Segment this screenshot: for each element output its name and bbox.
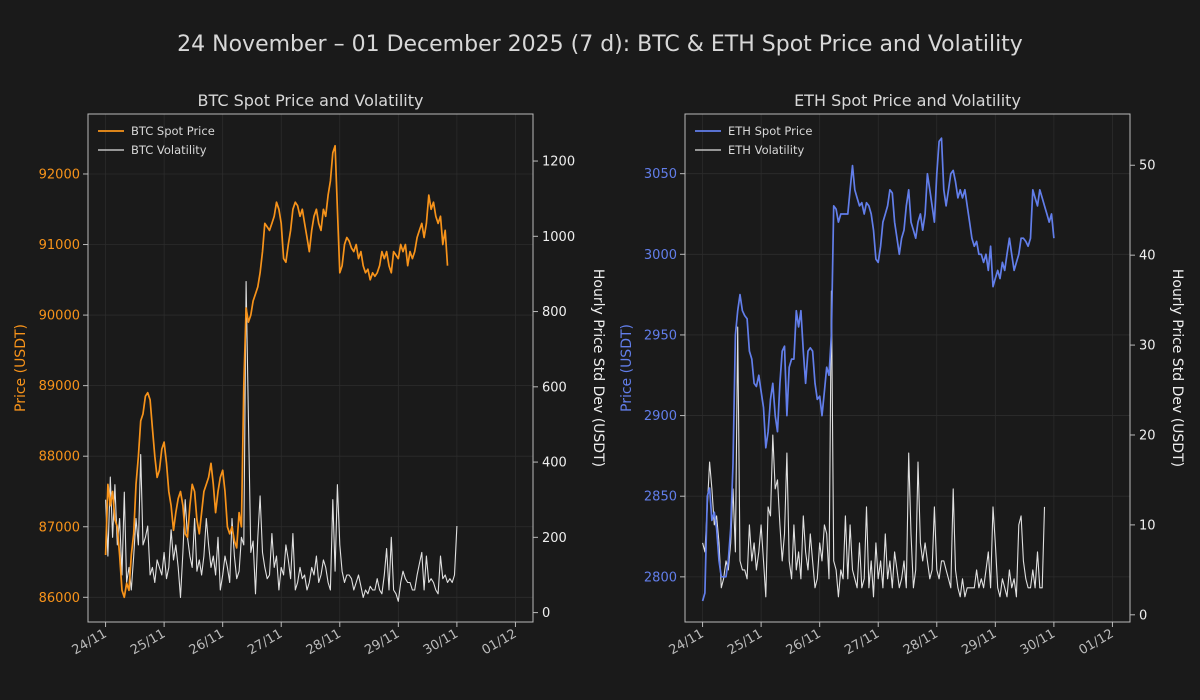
- eth-y-right-tick-label: 30: [1139, 339, 1156, 354]
- btc-y-tick-label: 86000: [39, 591, 80, 606]
- eth-spot-price-line: [701, 137, 1055, 602]
- eth-y-tick-label: 2850: [644, 490, 677, 505]
- eth-volatility-line: [702, 290, 1046, 598]
- btc-legend-label-price: BTC Spot Price: [131, 124, 215, 138]
- btc-y-tick-label: 92000: [39, 167, 80, 182]
- eth-y-tick-label: 3000: [644, 248, 677, 263]
- eth-y-tick-label: 2950: [644, 328, 677, 343]
- eth-legend-label-volatility: ETH Volatility: [728, 143, 804, 157]
- btc-y-right-tick-label: 1000: [542, 230, 575, 245]
- btc-y-right-tick-label: 0: [542, 606, 550, 621]
- eth-y-right-tick-label: 0: [1139, 608, 1147, 623]
- eth-y-tick-label: 2800: [644, 570, 677, 585]
- btc-y-tick-label: 87000: [39, 520, 80, 535]
- eth-y-tick-label: 3050: [644, 167, 677, 182]
- btc-y-right-tick-label: 800: [542, 305, 567, 320]
- btc-y-tick-label: 91000: [39, 238, 80, 253]
- btc-volatility-line: [105, 280, 458, 602]
- btc-y-tick-label: 90000: [39, 309, 80, 324]
- eth-legend-label-price: ETH Spot Price: [728, 124, 812, 138]
- figure-title: 24 November – 01 December 2025 (7 d): BT…: [177, 32, 1023, 57]
- btc-legend-label-volatility: BTC Volatility: [131, 143, 207, 157]
- eth-y-right-tick-label: 10: [1139, 518, 1156, 533]
- eth-plot-frame: [684, 113, 1131, 623]
- btc-chart-title: BTC Spot Price and Volatility: [198, 91, 424, 110]
- btc-y-right-tick-label: 400: [542, 456, 567, 471]
- btc-y-tick-label: 88000: [39, 450, 80, 465]
- eth-y-right-tick-label: 40: [1139, 249, 1156, 264]
- eth-y-right-axis-label: Hourly Price Std Dev (USDT): [1169, 269, 1185, 467]
- eth-chart-title: ETH Spot Price and Volatility: [794, 91, 1021, 110]
- eth-y-tick-label: 2900: [644, 409, 677, 424]
- eth-y-right-tick-label: 50: [1139, 159, 1156, 174]
- btc-y-right-tick-label: 1200: [542, 155, 575, 170]
- btc-y-right-axis-label: Hourly Price Std Dev (USDT): [590, 269, 606, 467]
- btc-y-right-tick-label: 600: [542, 380, 567, 395]
- eth-y-right-tick-label: 20: [1139, 428, 1156, 443]
- btc-y-tick-label: 89000: [39, 379, 80, 394]
- btc-y-axis-label: Price (USDT): [13, 324, 29, 412]
- eth-y-axis-label: Price (USDT): [619, 324, 635, 412]
- btc-y-right-tick-label: 200: [542, 531, 567, 546]
- btc-plot-frame: [87, 113, 534, 623]
- btc-spot-price-line: [104, 144, 449, 599]
